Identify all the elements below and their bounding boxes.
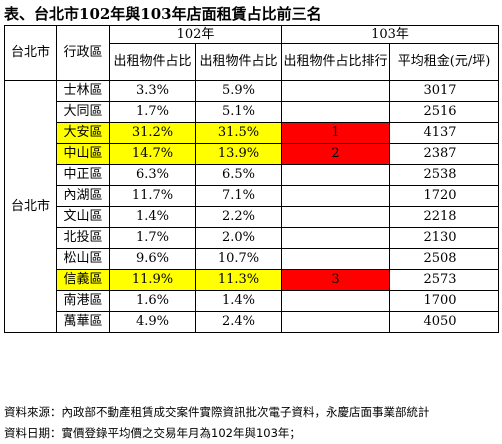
rent-cell: 4137 <box>389 122 500 144</box>
district-cell: 文山區 <box>56 206 110 228</box>
rent-103-header: 平均租金(元/坪) <box>389 43 500 81</box>
rank-cell <box>281 248 391 270</box>
year-103-header: 103年 <box>281 25 500 44</box>
share-103-cell: 7.1% <box>194 185 283 207</box>
rank-cell <box>281 206 391 228</box>
share-102-cell: 1.7% <box>109 227 196 249</box>
share-102-cell: 1.4% <box>109 206 196 228</box>
share-103-cell: 2.4% <box>194 311 283 333</box>
district-cell: 萬華區 <box>56 311 110 333</box>
rank-cell <box>281 164 391 186</box>
district-cell: 北投區 <box>56 227 110 249</box>
district-cell: 大同區 <box>56 101 110 123</box>
rank-cell <box>281 80 391 102</box>
rent-cell: 4050 <box>389 311 500 333</box>
district-cell: 士林區 <box>56 80 110 102</box>
rent-share-table: 台北市 行政區 102年 103年 出租物件占比 出租物件占比 出租物件占比排行… <box>4 25 500 333</box>
share-102-cell: 14.7% <box>109 143 196 165</box>
rank-cell: 1 <box>281 122 391 144</box>
rent-cell: 1720 <box>389 185 500 207</box>
city-header: 台北市 <box>4 25 57 81</box>
rent-cell: 2508 <box>389 248 500 270</box>
share-102-cell: 1.7% <box>109 101 196 123</box>
rent-cell: 2573 <box>389 269 500 291</box>
rent-cell: 2538 <box>389 164 500 186</box>
source-note: 資料來源：內政部不動產租賃成交案件實際資訊批次電子資料，永慶店面事業部統計 <box>4 405 430 419</box>
year-102-header: 102年 <box>108 25 283 44</box>
rent-cell: 2130 <box>389 227 500 249</box>
share-102-cell: 6.3% <box>109 164 196 186</box>
district-cell: 信義區 <box>56 269 110 291</box>
share-103-cell: 13.9% <box>194 143 283 165</box>
share-102-header: 出租物件占比 <box>109 43 196 81</box>
rank-cell <box>281 227 391 249</box>
rank-cell <box>281 311 391 333</box>
rank-103-header: 出租物件占比排行 <box>281 43 391 81</box>
district-cell: 內湖區 <box>56 185 110 207</box>
table-row: 南港區 1.6% 1.4% 1700 <box>5 290 500 312</box>
table-row: 大同區 1.7% 5.1% 2516 <box>5 101 500 123</box>
district-cell: 松山區 <box>56 248 110 270</box>
rent-cell: 1700 <box>389 290 500 312</box>
table-title: 表、台北市102年與103年店面租賃占比前三名 <box>4 5 322 23</box>
table-row: 信義區 11.9% 11.3% 3 2573 <box>5 269 500 291</box>
share-102-cell: 31.2% <box>109 122 196 144</box>
rent-cell: 2218 <box>389 206 500 228</box>
district-cell: 大安區 <box>56 122 110 144</box>
share-103-header: 出租物件占比 <box>194 43 283 81</box>
share-102-cell: 11.9% <box>109 269 196 291</box>
city-cell: 台北市 <box>4 80 57 333</box>
rent-cell: 2516 <box>389 101 500 123</box>
district-header: 行政區 <box>56 25 110 81</box>
share-102-cell: 3.3% <box>109 80 196 102</box>
rank-cell <box>281 101 391 123</box>
share-102-cell: 9.6% <box>109 248 196 270</box>
table-row: 萬華區 4.9% 2.4% 4050 <box>5 311 500 333</box>
table-row: 松山區 9.6% 10.7% 2508 <box>5 248 500 270</box>
share-102-cell: 4.9% <box>109 311 196 333</box>
rent-cell: 2387 <box>389 143 500 165</box>
share-102-cell: 1.6% <box>109 290 196 312</box>
table-row: 內湖區 11.7% 7.1% 1720 <box>5 185 500 207</box>
share-103-cell: 11.3% <box>194 269 283 291</box>
table-row: 文山區 1.4% 2.2% 2218 <box>5 206 500 228</box>
share-103-cell: 31.5% <box>194 122 283 144</box>
footnotes: 資料來源：內政部不動產租賃成交案件實際資訊批次電子資料，永慶店面事業部統計 資料… <box>4 402 430 444</box>
share-103-cell: 5.1% <box>194 101 283 123</box>
share-103-cell: 10.7% <box>194 248 283 270</box>
rank-cell <box>281 185 391 207</box>
table-row: 中山區 14.7% 13.9% 2 2387 <box>5 143 500 165</box>
district-cell: 南港區 <box>56 290 110 312</box>
table-row: 台北市 士林區 3.3% 5.9% 3017 <box>4 80 500 333</box>
share-103-cell: 1.4% <box>194 290 283 312</box>
table-row: 大安區 31.2% 31.5% 1 4137 <box>5 122 500 144</box>
district-cell: 中正區 <box>56 164 110 186</box>
table-row: 中正區 6.3% 6.5% 2538 <box>5 164 500 186</box>
rent-cell: 3017 <box>389 80 500 102</box>
rank-cell: 3 <box>281 269 391 291</box>
district-cell: 中山區 <box>56 143 110 165</box>
share-103-cell: 5.9% <box>194 80 283 102</box>
table-row: 北投區 1.7% 2.0% 2130 <box>5 227 500 249</box>
rank-cell: 2 <box>281 143 391 165</box>
share-103-cell: 6.5% <box>194 164 283 186</box>
share-102-cell: 11.7% <box>109 185 196 207</box>
date-note: 資料日期：實價登錄平均價之交易年月為102年與103年； <box>4 426 301 440</box>
rank-cell <box>281 290 391 312</box>
share-103-cell: 2.2% <box>194 206 283 228</box>
share-103-cell: 2.0% <box>194 227 283 249</box>
